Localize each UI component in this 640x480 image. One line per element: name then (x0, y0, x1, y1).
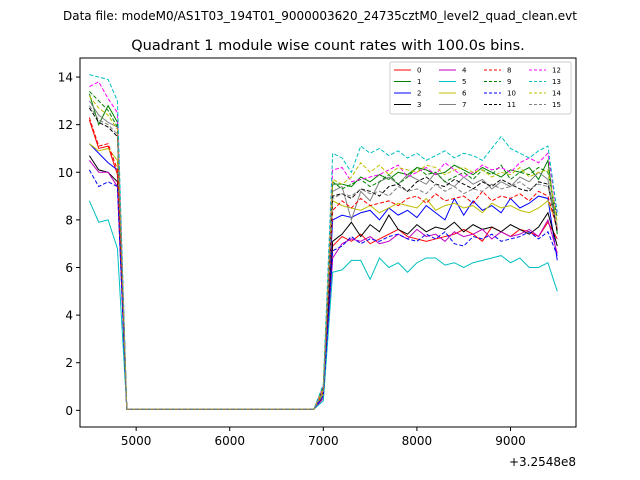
y-tick-label: 0 (65, 404, 73, 418)
y-tick-label: 4 (65, 309, 73, 323)
series-line-3 (88, 155, 558, 410)
legend-label-8: 8 (507, 67, 511, 75)
series-line-7 (88, 100, 558, 410)
legend-label-15: 15 (552, 101, 561, 109)
series-line-15 (88, 105, 558, 410)
legend-label-7: 7 (462, 101, 466, 109)
axes-frame (79, 57, 577, 428)
series-line-1 (88, 93, 558, 410)
series-line-12 (89, 81, 558, 410)
legend-box (389, 61, 572, 115)
legend-label-5: 5 (462, 78, 466, 86)
series-line-8 (88, 117, 558, 410)
legend-label-1: 1 (417, 78, 421, 86)
y-tick-label: 10 (58, 166, 73, 180)
x-axis: 5000 6000 7000 8000 9000 (121, 427, 526, 448)
y-tick-label: 8 (65, 213, 73, 227)
y-tick-label: 12 (58, 118, 73, 132)
y-tick-label: 14 (58, 71, 73, 85)
legend-label-2: 2 (417, 90, 421, 98)
chart-title: Quadrant 1 module wise count rates with … (131, 38, 525, 54)
series-line-9 (89, 90, 558, 410)
series-line-14 (88, 95, 558, 410)
legend-label-10: 10 (507, 90, 516, 98)
series-line-13 (89, 74, 558, 410)
legend-label-3: 3 (417, 101, 421, 109)
x-tick-label: 9000 (495, 434, 526, 448)
legend-label-13: 13 (552, 78, 561, 86)
x-tick-label: 5000 (121, 434, 152, 448)
y-axis: 0 2 4 6 8 10 12 14 (58, 71, 80, 418)
chart-suptitle: Data file: modeM0/AS1T03_194T01_90000036… (63, 9, 577, 23)
legend-label-6: 6 (462, 90, 467, 98)
series-line-11 (88, 107, 558, 410)
x-tick-label: 7000 (308, 434, 339, 448)
legend-label-11: 11 (507, 101, 516, 109)
legend-label-9: 9 (507, 78, 511, 86)
x-axis-offset-label: +3.2548e8 (509, 455, 576, 469)
series-layer (88, 74, 558, 410)
legend-label-4: 4 (462, 67, 467, 75)
x-tick-label: 6000 (214, 434, 245, 448)
x-tick-label: 8000 (402, 434, 433, 448)
series-line-10 (88, 169, 558, 410)
legend-label-0: 0 (417, 67, 421, 75)
y-tick-label: 6 (65, 261, 73, 275)
y-tick-label: 2 (65, 356, 73, 370)
series-line-0 (88, 119, 558, 410)
legend-label-12: 12 (552, 67, 561, 75)
legend-label-14: 14 (552, 90, 561, 98)
